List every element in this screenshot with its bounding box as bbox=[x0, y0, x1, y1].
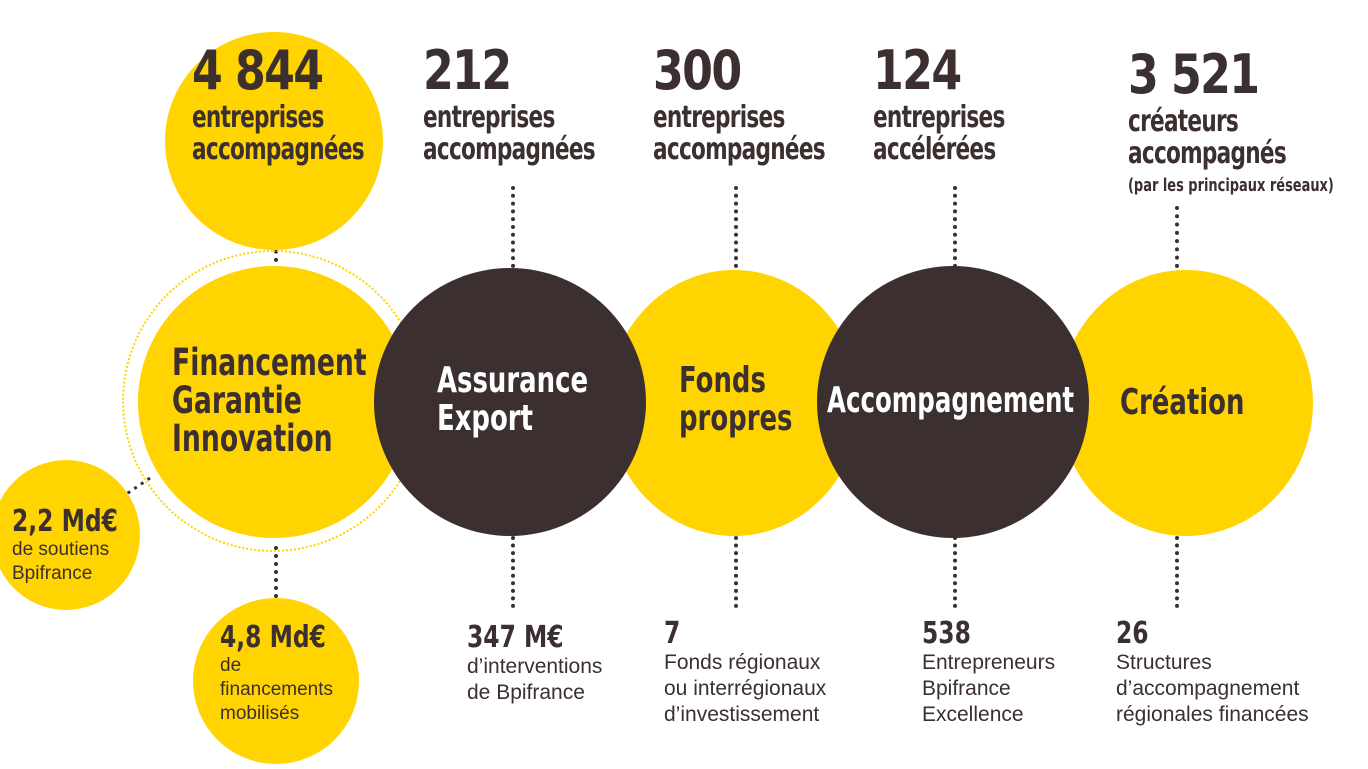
top-stat-1-line2: accompagnées bbox=[192, 132, 365, 167]
side-stat-1-number: 2,2 Md€ bbox=[12, 504, 118, 539]
bottom-stat-3-number: 538 bbox=[922, 616, 971, 651]
top-stat-1-line1: entreprises bbox=[192, 100, 324, 135]
center-label-assurance-line1: Assurance bbox=[437, 360, 589, 401]
connector-line-2-bottom bbox=[511, 536, 515, 608]
bottom-stat-3-line1: Entrepreneurs bbox=[922, 651, 1056, 674]
top-stat-1: 4 844 entreprises accompagnées bbox=[192, 44, 431, 166]
bottom-stat-4-number: 26 bbox=[1116, 616, 1149, 651]
center-label-assurance-line2: Export bbox=[437, 398, 533, 439]
side-circle-bottom bbox=[193, 598, 359, 764]
connector-line-4-top bbox=[953, 186, 957, 268]
top-stat-4: 124 entreprises accélérées bbox=[873, 44, 1056, 166]
center-label-fonds-propres: Fonds propres bbox=[679, 362, 792, 438]
connector-line-3-bottom bbox=[734, 536, 738, 608]
connector-line-5-bottom bbox=[1175, 536, 1179, 608]
center-label-financement-line2: Garantie bbox=[172, 379, 302, 422]
main-circle-assurance-export bbox=[374, 268, 646, 536]
top-stat-5-number: 3 521 bbox=[1128, 43, 1260, 106]
top-stat-3: 300 entreprises accompagnées bbox=[653, 44, 892, 166]
center-label-financement-line3: Innovation bbox=[172, 417, 333, 460]
side-stat-1: 2,2 Md€ de soutiens Bpifrance bbox=[12, 506, 148, 586]
bottom-stat-3: 538 Entrepreneurs Bpifrance Excellence bbox=[922, 618, 1055, 728]
center-label-accompagnement-line1: Accompagnement bbox=[827, 380, 1075, 421]
top-stat-5-line1: créateurs bbox=[1128, 104, 1239, 139]
side-stat-2-line3: mobilisés bbox=[220, 703, 300, 724]
side-stat-2-line2: financements bbox=[220, 679, 334, 700]
center-label-accompagnement: Accompagnement bbox=[827, 382, 1074, 420]
side-stat-1-line2: Bpifrance bbox=[12, 563, 93, 584]
center-label-financement: Financement Garantie Innovation bbox=[172, 344, 367, 458]
center-label-creation-line1: Création bbox=[1120, 382, 1245, 423]
bottom-stat-1: 347 M€ d’interventions de Bpifrance bbox=[467, 622, 602, 706]
main-circle-financement bbox=[138, 266, 410, 538]
center-label-fonds-line2: propres bbox=[679, 398, 793, 439]
connector-line-1-bottom bbox=[274, 546, 278, 598]
main-circle-accompagnement bbox=[817, 266, 1089, 538]
side-stat-1-line1: de soutiens bbox=[12, 539, 110, 560]
main-circle-creation bbox=[1059, 270, 1313, 536]
bottom-stat-2: 7 Fonds régionaux ou interrégionaux d’in… bbox=[664, 618, 826, 728]
top-stat-2: 212 entreprises accompagnées bbox=[423, 44, 662, 166]
connector-line-3-top bbox=[734, 186, 738, 268]
bottom-stat-4-line2: d’accompagnement bbox=[1116, 677, 1300, 700]
bottom-stat-3-line3: Excellence bbox=[922, 703, 1024, 726]
bottom-stat-4-line3: régionales financées bbox=[1116, 703, 1309, 726]
top-stat-3-line2: accompagnées bbox=[653, 132, 826, 167]
bottom-stat-1-line2: de Bpifrance bbox=[467, 681, 585, 704]
top-stat-4-line1: entreprises bbox=[873, 100, 1005, 135]
bottom-stat-1-number: 347 M€ bbox=[467, 620, 564, 655]
side-stat-2: 4,8 Md€ de financements mobilisés bbox=[220, 622, 356, 726]
bottom-stat-3-line2: Bpifrance bbox=[922, 677, 1011, 700]
top-stat-5: 3 521 créateurs accompagnés (par les pri… bbox=[1128, 48, 1368, 196]
center-label-assurance-export: Assurance Export bbox=[437, 362, 588, 438]
top-stat-4-line2: accélérées bbox=[873, 132, 996, 167]
top-stat-2-line1: entreprises bbox=[423, 100, 555, 135]
top-stat-5-line2: accompagnés bbox=[1128, 136, 1287, 171]
top-stat-4-number: 124 bbox=[873, 39, 962, 102]
top-stat-1-number: 4 844 bbox=[192, 39, 324, 102]
bottom-stat-2-line2: ou interrégionaux bbox=[664, 677, 827, 700]
side-stat-2-number: 4,8 Md€ bbox=[220, 620, 326, 655]
connector-line-4-bottom bbox=[953, 536, 957, 608]
bottom-stat-1-line1: d’interventions bbox=[467, 655, 603, 678]
side-circle-left bbox=[0, 460, 140, 610]
top-stat-2-number: 212 bbox=[423, 39, 512, 102]
center-label-financement-line1: Financement bbox=[172, 341, 367, 384]
top-stat-2-line2: accompagnées bbox=[423, 132, 596, 167]
connector-line-5-top bbox=[1175, 206, 1179, 268]
bottom-stat-2-number: 7 bbox=[664, 616, 681, 651]
top-stat-3-line1: entreprises bbox=[653, 100, 785, 135]
top-stat-3-number: 300 bbox=[653, 39, 742, 102]
bottom-stat-2-line1: Fonds régionaux bbox=[664, 651, 821, 674]
top-stat-5-note: (par les principaux réseaux) bbox=[1128, 175, 1334, 196]
connector-line-2-top bbox=[511, 186, 515, 268]
center-label-creation: Création bbox=[1120, 384, 1244, 422]
center-label-fonds-line1: Fonds bbox=[679, 360, 766, 401]
bottom-stat-2-line3: d’investissement bbox=[664, 703, 820, 726]
bottom-stat-4-line1: Structures bbox=[1116, 651, 1212, 674]
top-highlight-circle bbox=[165, 32, 383, 250]
bottom-stat-4: 26 Structures d’accompagnement régionale… bbox=[1116, 618, 1309, 728]
side-stat-2-line1: de bbox=[220, 655, 242, 676]
